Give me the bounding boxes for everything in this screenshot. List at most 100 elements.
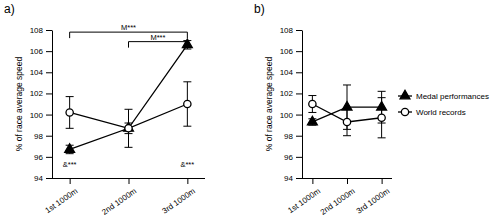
- y-tick-label: 108: [30, 26, 44, 35]
- y-tick-mark: [296, 30, 302, 31]
- y-tick-label: 94: [34, 174, 43, 183]
- marker: [66, 109, 73, 116]
- y-tick-label: 98: [284, 132, 293, 141]
- significance-bracket: [129, 42, 188, 48]
- error-bar: [66, 97, 74, 129]
- y-tick-label: 104: [30, 68, 44, 77]
- series: [66, 82, 192, 148]
- x-axis: 1st 1000m 2nd 1000m 3rd 1000m: [44, 178, 205, 217]
- x-tick-label: 2nd 1000m: [100, 186, 138, 217]
- y-tick: 108: [280, 26, 302, 35]
- x-tick: 3rd 1000m: [355, 178, 392, 216]
- y-tick-label: 94: [284, 174, 293, 183]
- y-tick: 108: [30, 26, 52, 35]
- x-tick-label: 1st 1000m: [286, 186, 322, 215]
- x-tick: 3rd 1000m: [160, 178, 197, 216]
- y-tick-mark: [46, 30, 52, 31]
- error-bar: [183, 82, 191, 126]
- error-bar: [378, 98, 386, 138]
- y-tick-label: 100: [30, 111, 44, 120]
- x-tick-label: 3rd 1000m: [355, 186, 392, 216]
- x-tick: 1st 1000m: [286, 178, 322, 215]
- y-tick-mark: [296, 115, 302, 116]
- y-tick: 96: [34, 153, 52, 162]
- x-tick-mark: [129, 178, 130, 184]
- y-tick-label: 104: [280, 68, 294, 77]
- y-axis-line: [52, 31, 53, 179]
- legend-entry: World records: [398, 108, 466, 117]
- y-tick-label: 96: [34, 153, 43, 162]
- legend-label: World records: [416, 108, 466, 117]
- y-axis: 94 96 98 100 102 104 106 108: [280, 26, 303, 183]
- y-tick-mark: [46, 115, 52, 116]
- legend-entry: Medal performances: [398, 90, 489, 101]
- x-tick: 2nd 1000m: [319, 178, 357, 217]
- x-axis: 1st 1000m2nd 1000m3rd 1000m: [286, 178, 392, 217]
- error-bar-line: [343, 108, 351, 135]
- y-tick: 94: [34, 174, 52, 183]
- y-tick-mark: [46, 72, 52, 73]
- y-tick-label: 102: [280, 89, 294, 98]
- error-bar: [343, 85, 351, 129]
- marker: [378, 114, 385, 121]
- x-tick: 2nd 1000m: [100, 178, 138, 217]
- series: [65, 39, 193, 154]
- series: [308, 96, 385, 138]
- figure: a)9496981001021041061081st 1000m2nd 1000…: [0, 0, 500, 221]
- y-tick-mark: [296, 157, 302, 158]
- error-bar-line: [183, 82, 191, 126]
- y-tick-mark: [296, 136, 302, 137]
- x-tick-mark: [70, 178, 71, 184]
- annotation: M***: [150, 33, 165, 42]
- y-tick-label: 106: [280, 47, 294, 56]
- error-bar: [125, 109, 133, 147]
- y-tick-mark: [46, 157, 52, 158]
- legend: Medal performances World records: [398, 90, 489, 117]
- y-tick: 104: [280, 68, 302, 77]
- y-tick-mark: [296, 93, 302, 94]
- error-bar: [343, 108, 351, 135]
- y-tick-label: 108: [280, 26, 294, 35]
- plot-area: [307, 85, 386, 138]
- marker: [125, 125, 132, 132]
- plot-area: [65, 39, 193, 154]
- panel-title: b): [254, 2, 265, 16]
- marker: [184, 100, 191, 107]
- x-tick-mark: [347, 178, 348, 184]
- y-tick-label: 100: [280, 111, 294, 120]
- series: [307, 85, 386, 129]
- legend-label: Medal performances: [416, 92, 489, 101]
- y-tick: 100: [30, 111, 52, 120]
- marker: [309, 100, 316, 107]
- y-tick: 106: [30, 47, 52, 56]
- legend-marker: [401, 108, 408, 115]
- y-tick: 104: [30, 68, 52, 77]
- annotation: M***: [121, 23, 136, 32]
- error-bar-line: [343, 85, 351, 129]
- x-tick-label: 2nd 1000m: [319, 186, 357, 217]
- y-tick: 102: [30, 89, 52, 98]
- x-tick: 1st 1000m: [44, 178, 80, 215]
- x-tick-label: 1st 1000m: [44, 186, 80, 215]
- y-tick-label: 98: [34, 132, 43, 141]
- x-tick-label: 3rd 1000m: [160, 186, 197, 216]
- marker: [65, 144, 75, 153]
- error-bar-line: [308, 96, 316, 113]
- y-tick: 96: [284, 153, 302, 162]
- error-bar-line: [378, 98, 386, 138]
- series-line: [70, 45, 188, 150]
- x-tick-mark: [382, 178, 383, 184]
- y-tick: 100: [280, 111, 302, 120]
- y-tick-mark: [296, 178, 302, 179]
- y-tick-label: 106: [30, 47, 44, 56]
- panel: b) 94 96 98 100 102 104 106 108 1st 1000m2nd 1000…: [254, 2, 489, 217]
- y-tick-mark: [46, 178, 52, 179]
- legend-marker: [400, 90, 410, 99]
- y-axis-line: [302, 31, 303, 179]
- x-tick-mark: [312, 178, 313, 184]
- y-tick: 102: [280, 89, 302, 98]
- marker: [307, 116, 317, 125]
- y-tick: 98: [284, 132, 302, 141]
- y-tick-label: 96: [284, 153, 293, 162]
- annotation: &***: [63, 160, 77, 169]
